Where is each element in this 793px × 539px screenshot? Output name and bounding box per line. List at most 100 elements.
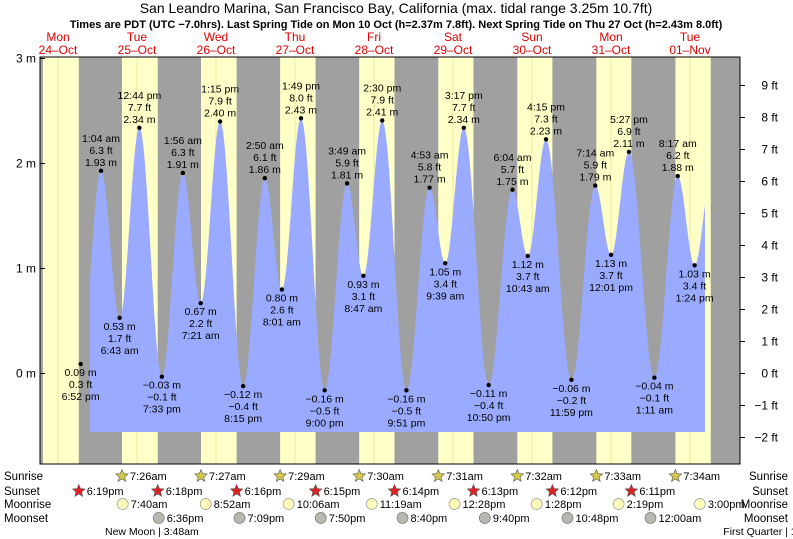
tide-time-label: 6:52 pm	[62, 391, 100, 403]
tide-feet-label: −0.4 ft	[474, 400, 504, 412]
tide-metre-label: 2.34 m	[448, 114, 480, 126]
tide-metre-label: 1.79 m	[579, 172, 611, 184]
tide-feet-label: 6.3 ft	[89, 145, 112, 157]
tide-metre-label: 1.86 m	[249, 164, 281, 176]
tide-point	[361, 273, 366, 279]
moonrise-icon	[694, 498, 706, 510]
moon-phase-label: First Quarter | 11:38pm	[723, 526, 793, 538]
tide-time-label: 9:39 am	[426, 290, 464, 302]
left-axis-tick-label: 3 m	[16, 52, 36, 66]
tide-point	[180, 170, 186, 176]
sunset-time: 6:18pm	[166, 486, 203, 498]
day-weekday: Mon	[599, 30, 622, 44]
sunset-icon	[545, 483, 560, 497]
tide-point	[525, 253, 530, 259]
tide-time-label: 5:27 pm	[610, 114, 648, 126]
moonrise-icon	[116, 498, 129, 510]
sunrise-icon	[431, 468, 446, 482]
sunrise-icon	[668, 468, 683, 482]
row-label-right: Sunset	[752, 486, 789, 498]
tide-time-label: 9:00 pm	[306, 417, 344, 429]
sunset-icon	[466, 483, 481, 497]
sunrise-icon	[115, 468, 129, 482]
tide-feet-label: 7.7 ft	[452, 102, 475, 114]
tide-feet-label: −0.5 ft	[310, 405, 340, 417]
tide-metre-label: 2.34 m	[123, 114, 155, 126]
sunset-time: 6:13pm	[481, 486, 518, 498]
axes: 3 m 2 m 1 m 0 m 9 ft 8 ft 7 ft 6 ft 5 ft 4 ft 3 ft…	[16, 52, 779, 445]
day-weekday: Wed	[204, 30, 228, 44]
day-weekday: Mon	[46, 30, 69, 44]
tide-metre-label: 0.67 m	[185, 306, 217, 318]
tide-point	[279, 287, 285, 292]
tide-point	[675, 173, 680, 179]
tide-time-label: 12:01 pm	[589, 282, 633, 294]
tide-feet-label: 3.1 ft	[352, 291, 375, 303]
tide-metre-label: 0.93 m	[347, 279, 379, 291]
tide-feet-label: −0.4 ft	[228, 401, 258, 413]
tide-point	[692, 263, 697, 268]
tide-time-label: 3:49 am	[328, 145, 366, 157]
tide-metre-label: 2.41 m	[366, 106, 398, 118]
day-weekday: Fri	[367, 30, 381, 44]
day-weekday: Sun	[521, 30, 542, 44]
tide-metre-label: 0.09 m	[65, 367, 97, 379]
tide-feet-label: 6.2 ft	[666, 150, 689, 162]
sunset-icon	[624, 483, 639, 497]
row-label-left: Sunrise	[4, 471, 43, 483]
moonrise-time: 3:00pm	[708, 499, 745, 511]
moonrise-time: 2:19pm	[627, 499, 664, 511]
tide-point	[427, 185, 432, 190]
tide-metre-label: −0.04 m	[635, 381, 673, 393]
tide-metre-label: −0.03 m	[143, 380, 181, 392]
moonrise-time: 8:52am	[214, 499, 251, 511]
tide-metre-label: 0.53 m	[104, 321, 136, 333]
tide-point	[510, 187, 515, 192]
tide-point	[404, 388, 409, 393]
tide-metre-label: 1.12 m	[512, 259, 544, 271]
sunrise-icon	[273, 468, 288, 482]
tide-feet-label: 7.7 ft	[128, 102, 151, 114]
tide-time-label: 1:04 am	[82, 133, 120, 145]
tide-metre-label: 2.23 m	[530, 125, 562, 137]
tide-point	[322, 388, 327, 393]
tide-time-label: 7:14 am	[576, 148, 614, 160]
moonset-icon	[561, 512, 574, 524]
moonrise-time: 12:28pm	[463, 499, 506, 511]
right-axis-tick-label: −2 ft	[754, 431, 778, 445]
moonset-icon	[644, 512, 657, 524]
daylight-band	[42, 57, 79, 464]
tide-metre-label: 1.81 m	[331, 169, 363, 181]
tide-metre-label: 2.40 m	[204, 108, 236, 120]
moonset-icon	[396, 512, 409, 524]
tide-feet-label: 0.3 ft	[69, 379, 92, 391]
moonset-icon	[233, 512, 246, 524]
moonset-time: 7:50pm	[329, 513, 366, 525]
sunset-time: 6:19pm	[87, 486, 124, 498]
moonset-time: 6:36pm	[167, 513, 204, 525]
day-headers: Mon24–OctTue25–OctWed26–OctThu27–OctFri2…	[39, 30, 711, 57]
tide-feet-label: 5.8 ft	[418, 162, 441, 174]
tide-point	[461, 125, 466, 130]
moonset-time: 12:00am	[659, 513, 702, 525]
moonrise-icon	[282, 498, 295, 510]
tide-feet-label: 6.3 ft	[171, 147, 194, 159]
sunrise-icon	[589, 468, 604, 482]
tide-feet-label: 6.9 ft	[617, 126, 640, 138]
row-label-right: Sunrise	[749, 471, 788, 483]
tide-point	[380, 118, 385, 123]
tide-point	[98, 168, 104, 174]
right-axis-tick-label: 3 ft	[761, 270, 778, 284]
sunrise-time: 7:32am	[525, 471, 562, 483]
moonset-time: 10:48pm	[576, 513, 619, 525]
tide-metre-label: 1.75 m	[496, 176, 528, 188]
sunset-icon	[229, 483, 244, 497]
sunset-time: 6:15pm	[324, 486, 361, 498]
tide-time-label: 7:33 pm	[143, 404, 181, 416]
sunset-time: 6:14pm	[403, 486, 440, 498]
tide-time-label: 1:24 pm	[676, 292, 714, 304]
tide-time-label: 8:17 am	[659, 138, 697, 150]
tide-feet-label: −0.2 ft	[557, 395, 587, 407]
tide-water-area	[90, 118, 705, 433]
tide-feet-label: −0.1 ft	[147, 392, 177, 404]
